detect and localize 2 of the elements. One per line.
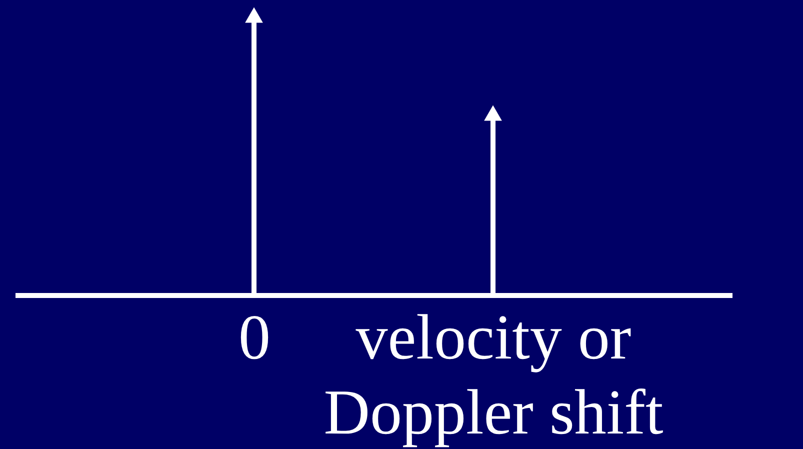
x-tick-label: 0 [238,302,270,372]
x-tick-label: velocity or Doppler shift [324,302,664,448]
